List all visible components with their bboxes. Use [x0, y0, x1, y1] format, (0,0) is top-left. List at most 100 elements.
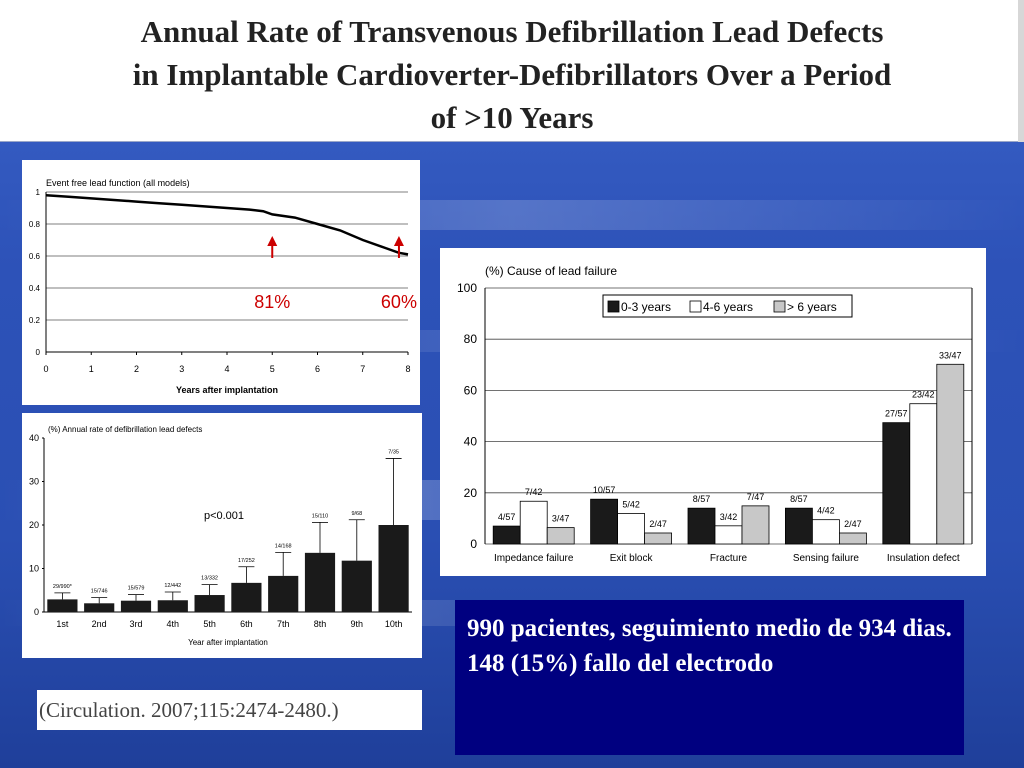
- bar-data-label: 3/47: [552, 514, 570, 524]
- y-tick-label: 1: [36, 188, 41, 197]
- x-tick-label: Exit block: [610, 553, 654, 564]
- y-tick-label: 0.2: [29, 316, 41, 325]
- bar: [341, 560, 372, 612]
- slide-title-line: Annual Rate of Transvenous Defibrillatio…: [140, 14, 884, 49]
- bar-data-label: 2/47: [844, 519, 862, 529]
- slide-title: Annual Rate of Transvenous Defibrillatio…: [0, 10, 1024, 139]
- y-tick-label: 60: [464, 383, 478, 397]
- survival-chart: 0 0.2 0.4 0.6 0.8 1 0 1 2 3 4 5 6 7 8 Event free lead f…: [29, 178, 417, 395]
- bar: [590, 498, 619, 545]
- x-tick-label: Insulation defect: [887, 553, 960, 564]
- bar-data-label: 4/42: [817, 506, 835, 516]
- x-tick-label: 1st: [56, 619, 69, 629]
- chart-title: Event free lead function (all models): [46, 178, 190, 188]
- bar-data-label: 2/47: [649, 519, 667, 529]
- y-tick-label: 0.6: [29, 252, 41, 261]
- y-tick-label: 20: [29, 520, 39, 530]
- bar: [687, 507, 716, 545]
- bar-data-label: 4/57: [498, 512, 516, 522]
- bar: [909, 403, 938, 545]
- y-tick-label: 0: [36, 348, 41, 357]
- x-tick-label: 8th: [314, 619, 327, 629]
- bar-data-label: 15/746: [91, 589, 108, 595]
- bar-data-label: 9/68: [351, 511, 362, 517]
- x-tick-label: 3rd: [129, 619, 142, 629]
- bar: [194, 595, 225, 612]
- bar: [811, 519, 840, 545]
- bar-data-label: 3/42: [720, 512, 738, 522]
- y-tick-label: 80: [464, 332, 478, 346]
- y-tick-label: 0.4: [29, 284, 41, 293]
- bar: [838, 532, 867, 545]
- bar: [378, 525, 409, 612]
- bar-data-label: 7/35: [388, 449, 399, 455]
- cause-chart-panel: 0 20 40 60 80 100 (%) Cause of lead failure 4/5…: [440, 248, 986, 576]
- x-tick-label: 6: [315, 364, 320, 374]
- bar: [936, 363, 965, 545]
- x-tick-label: Fracture: [710, 553, 748, 564]
- x-tick-label: 1: [89, 364, 94, 374]
- y-tick-label: 0: [470, 537, 477, 551]
- bar: [492, 525, 521, 545]
- x-tick-label: Sensing failure: [793, 553, 860, 564]
- survival-curve: [45, 193, 409, 256]
- bar: [546, 527, 575, 545]
- survival-chart-panel: 0 0.2 0.4 0.6 0.8 1 0 1 2 3 4 5 6 7 8 Event free lead f…: [22, 160, 420, 405]
- y-tick-label: 10: [29, 564, 39, 574]
- x-tick-label: 0: [43, 364, 48, 374]
- bar: [84, 603, 115, 612]
- x-tick-label: Impedance failure: [494, 553, 574, 564]
- chart-title: (%) Annual rate of defibrillation lead d…: [48, 425, 202, 434]
- legend-swatch: [689, 300, 702, 313]
- slide-title-line: of >10 Years: [430, 100, 594, 135]
- bar-data-label: 23/42: [912, 390, 935, 400]
- bar: [617, 513, 646, 545]
- annotation-label: 81%: [254, 292, 290, 312]
- y-tick-label: 20: [464, 486, 478, 500]
- bar-data-label: 5/42: [622, 500, 640, 510]
- bar-data-label: 29/990*: [53, 584, 73, 590]
- bar-data-label: 15/579: [128, 586, 145, 592]
- y-tick-label: 40: [464, 435, 478, 449]
- bar: [714, 525, 743, 545]
- x-tick-label: 7: [360, 364, 365, 374]
- bar: [268, 575, 299, 612]
- x-axis-label: Years after implantation: [176, 385, 278, 395]
- bar-data-label: 17/252: [238, 558, 255, 564]
- y-tick-label: 100: [457, 281, 477, 295]
- bar: [741, 505, 770, 545]
- annotation-arrowhead: [267, 236, 278, 246]
- bar-data-label: 14/168: [275, 543, 292, 549]
- y-tick-label: 40: [29, 433, 39, 443]
- x-tick-label: 8: [405, 364, 410, 374]
- y-tick-label: 0.8: [29, 220, 41, 229]
- x-tick-label: 9th: [351, 619, 364, 629]
- bar: [157, 600, 188, 612]
- legend: [602, 294, 853, 318]
- cause-chart: 0 20 40 60 80 100 (%) Cause of lead failure 4/5…: [457, 264, 973, 564]
- citation: (Circulation. 2007;115:2474-2480.): [37, 690, 422, 730]
- bar-data-label: 7/42: [525, 487, 543, 497]
- chart-title: (%) Cause of lead failure: [485, 264, 617, 278]
- bar: [784, 507, 813, 545]
- title-band: Annual Rate of Transvenous Defibrillatio…: [0, 0, 1024, 142]
- bar: [231, 582, 262, 612]
- bar: [882, 422, 911, 545]
- x-axis-label: Year after implantation: [188, 638, 268, 647]
- bar: [47, 599, 78, 612]
- legend-label: > 6 years: [787, 300, 837, 314]
- bar: [120, 600, 152, 612]
- bar-data-label: 8/57: [693, 494, 711, 504]
- y-tick-label: 30: [29, 477, 39, 487]
- x-tick-label: 6th: [240, 619, 253, 629]
- bar-data-label: 15/110: [312, 513, 328, 519]
- p-value-annotation: p<0.001: [204, 510, 244, 522]
- annotation-label: 60%: [381, 292, 417, 312]
- x-tick-label: 7th: [277, 619, 290, 629]
- bar: [519, 500, 548, 545]
- bar-data-label: 7/47: [747, 492, 765, 502]
- bar-data-label: 13/332: [201, 576, 218, 582]
- x-tick-label: 5th: [203, 619, 216, 629]
- y-tick-label: 0: [34, 607, 39, 617]
- bar-data-label: 33/47: [939, 350, 962, 360]
